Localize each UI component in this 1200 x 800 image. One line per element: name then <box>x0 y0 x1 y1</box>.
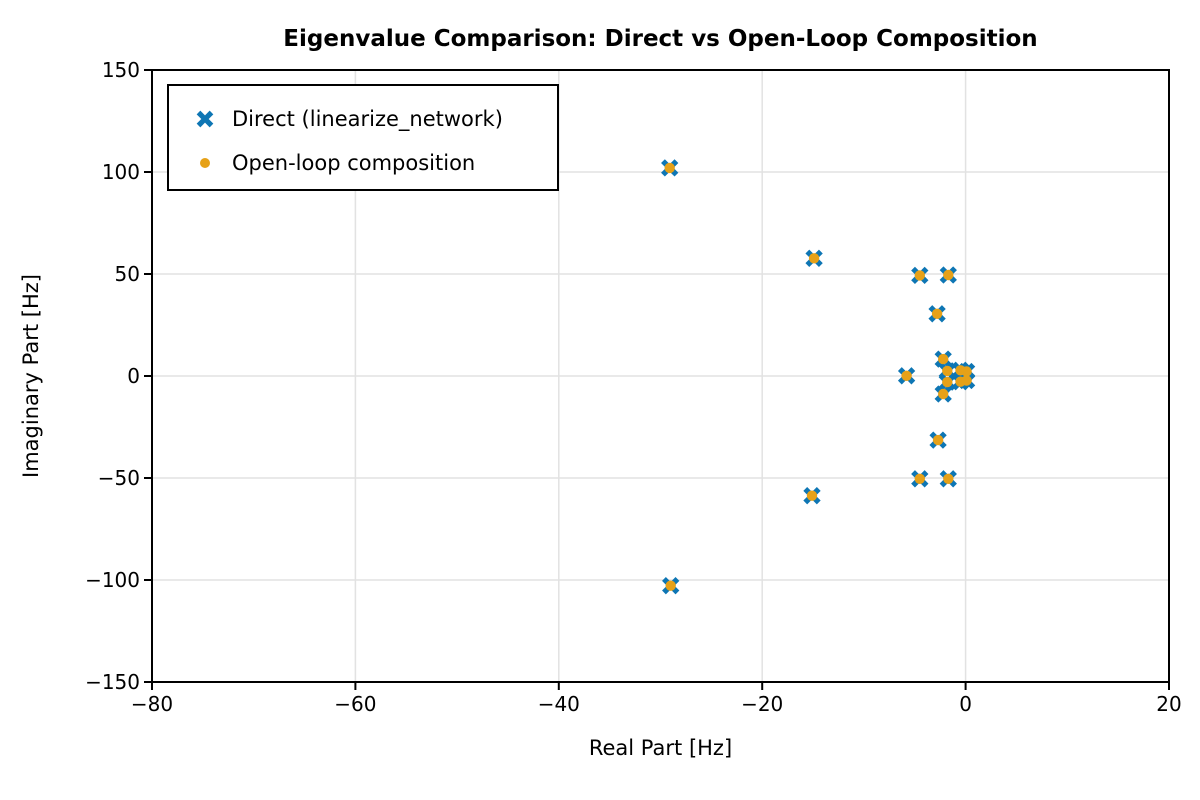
data-point-openloop <box>943 473 954 484</box>
data-point-openloop <box>808 253 820 264</box>
legend-item-openloop: Open-loop composition <box>169 141 557 185</box>
legend-item-direct: Direct (linearize_network) <box>169 97 557 141</box>
y-tick-label: 50 <box>114 262 140 286</box>
data-point-openloop <box>901 370 912 381</box>
data-point-openloop <box>914 473 925 484</box>
y-axis-label: Imaginary Part [Hz] <box>19 274 43 478</box>
data-point-openloop <box>931 308 943 319</box>
data-point-openloop <box>806 490 818 501</box>
y-tick-label: 150 <box>101 58 140 82</box>
data-point-openloop <box>914 270 925 281</box>
y-tick-label: 100 <box>101 160 140 184</box>
chart-title: Eigenvalue Comparison: Direct vs Open-Lo… <box>283 26 1038 52</box>
dot-marker-icon <box>200 158 210 168</box>
x-tick-label: −60 <box>334 692 377 716</box>
data-point-openloop <box>961 375 972 386</box>
x-tick-label: 0 <box>959 692 972 716</box>
legend-label-direct: Direct (linearize_network) <box>232 107 503 131</box>
y-tick-label: −100 <box>85 568 140 592</box>
x-marker-icon <box>196 110 214 128</box>
x-axis-label: Real Part [Hz] <box>588 736 733 760</box>
data-point-openloop <box>961 366 972 377</box>
data-point-openloop <box>665 580 676 591</box>
legend-label-openloop: Open-loop composition <box>232 151 476 175</box>
legend: Direct (linearize_network) Open-loop com… <box>167 84 559 191</box>
data-point-openloop <box>664 162 675 174</box>
data-point-openloop <box>943 269 954 281</box>
data-point-openloop <box>938 388 949 400</box>
y-tick-label: −150 <box>85 670 140 694</box>
y-tick-label: −50 <box>97 466 140 490</box>
x-tick-label: 20 <box>1156 692 1182 716</box>
y-tick-label: 0 <box>127 364 140 388</box>
plot-spines <box>151 69 1170 683</box>
data-point-openloop <box>942 365 953 377</box>
data-point-openloop <box>932 434 944 446</box>
data-point-openloop <box>938 353 949 365</box>
x-tick-label: −20 <box>741 692 784 716</box>
data-point-openloop <box>942 376 953 388</box>
x-tick-label: −40 <box>537 692 580 716</box>
x-tick-label: −80 <box>130 692 174 716</box>
